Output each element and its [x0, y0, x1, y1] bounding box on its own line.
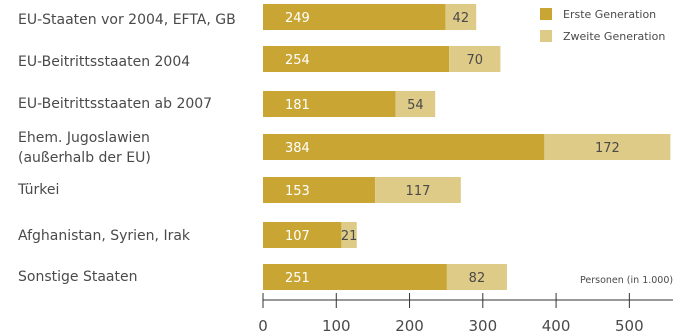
value-label-first-generation-1: 254 [285, 53, 310, 68]
bar-second-generation-4 [375, 177, 461, 203]
value-label-second-generation-1: 70 [466, 53, 483, 68]
x-tick-label-0: 0 [258, 317, 268, 335]
value-label-second-generation-5: 21 [341, 229, 358, 244]
x-tick-label-4: 400 [542, 317, 571, 335]
legend-label-erste-generation: Erste Generation [563, 8, 656, 21]
value-label-second-generation-4: 117 [406, 184, 431, 199]
bar-first-generation-1 [263, 46, 450, 72]
bar-second-generation-3 [544, 134, 671, 160]
legend-swatch-erste-generation [540, 8, 552, 20]
value-label-second-generation-2: 54 [407, 98, 424, 113]
bar-first-generation-3 [263, 134, 545, 160]
bars: 249 42 254 70 181 54 384 172 153 117 107 21 251 82 [263, 4, 671, 290]
bar-first-generation-0 [263, 4, 446, 30]
bar-first-generation-4 [263, 177, 376, 203]
bar-first-generation-6 [263, 264, 447, 290]
unit-note: Personen (in 1.000) [580, 275, 673, 286]
category-label-eu-beitritt-2007: EU-Beitrittsstaaten ab 2007 [18, 96, 212, 112]
value-label-second-generation-3: 172 [595, 141, 620, 156]
value-label-first-generation-5: 107 [285, 229, 310, 244]
bar-second-generation-0 [445, 4, 477, 30]
value-label-first-generation-0: 249 [285, 11, 310, 26]
category-label-afghanistan: Afghanistan, Syrien, Irak [18, 228, 191, 244]
bar-second-generation-2 [395, 91, 436, 117]
x-tick-label-1: 100 [322, 317, 351, 335]
category-label-tuerkei: Türkei [17, 182, 59, 198]
category-label-eu-beitritt-2004: EU-Beitrittsstaaten 2004 [18, 54, 190, 70]
category-label-sonstige: Sonstige Staaten [18, 269, 137, 285]
value-label-first-generation-4: 153 [285, 184, 310, 199]
value-label-first-generation-3: 384 [285, 141, 310, 156]
bar-second-generation-5 [341, 222, 357, 248]
category-label-jugoslawien: Ehem. Jugoslawien (außerhalb der EU) [18, 130, 154, 166]
bar-first-generation-5 [263, 222, 342, 248]
value-label-second-generation-6: 82 [469, 271, 486, 286]
bar-second-generation-6 [446, 264, 507, 290]
x-axis: 0 100 200 300 400 500 [258, 293, 673, 335]
bar-second-generation-1 [449, 46, 501, 72]
value-label-first-generation-6: 251 [285, 271, 310, 286]
legend-label-zweite-generation: Zweite Generation [563, 30, 665, 43]
category-labels: EU-Staaten vor 2004, EFTA, GB EU-Beitrit… [17, 12, 236, 285]
x-tick-label-2: 200 [395, 317, 424, 335]
value-label-first-generation-2: 181 [285, 98, 310, 113]
x-tick-label-5: 500 [615, 317, 644, 335]
legend-swatch-zweite-generation [540, 30, 552, 42]
bar-first-generation-2 [263, 91, 396, 117]
value-label-second-generation-0: 42 [453, 11, 470, 26]
category-label-eu-staaten: EU-Staaten vor 2004, EFTA, GB [18, 12, 236, 28]
legend: Erste Generation Zweite Generation [540, 8, 665, 43]
x-tick-label-3: 300 [468, 317, 497, 335]
